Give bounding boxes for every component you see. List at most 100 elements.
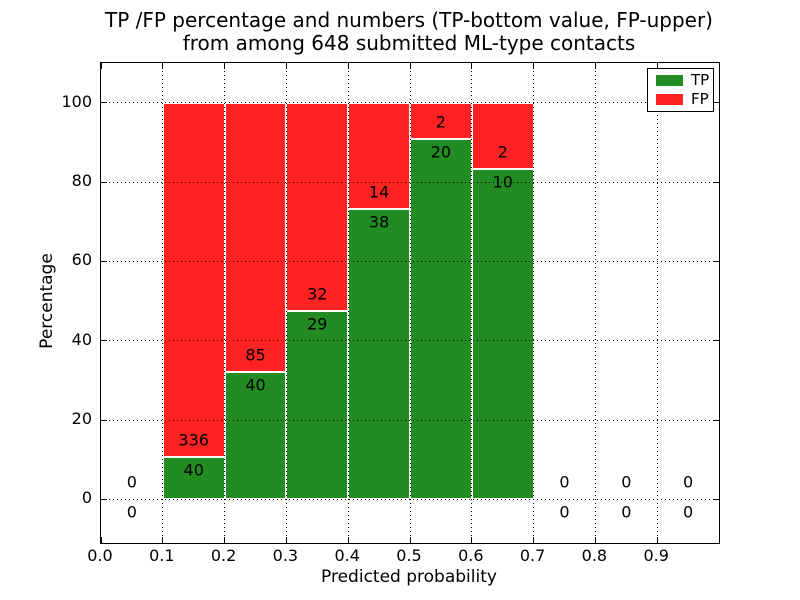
x-tick-label: 0.3 [272, 546, 299, 565]
x-tick-label: 0.6 [458, 546, 484, 565]
fp-color-swatch [656, 94, 683, 105]
y-axis-label: Percentage [37, 253, 57, 349]
x-gridline [409, 63, 411, 543]
y-tick-left [101, 181, 107, 183]
x-tick-bottom [285, 537, 287, 543]
tp-bar [162, 457, 225, 500]
tp-count-label: 0 [683, 502, 694, 522]
tp-bar [410, 138, 472, 500]
x-tick-bottom [409, 537, 411, 543]
tp-bar [348, 209, 410, 500]
y-tick-left [101, 102, 107, 104]
legend-label-fp: FP [691, 90, 709, 108]
x-tick-top [100, 63, 102, 69]
fp-bar [410, 102, 472, 139]
x-tick-top [533, 63, 535, 69]
fp-count-label: 85 [245, 345, 266, 365]
x-tick-bottom [347, 537, 349, 543]
tp-count-label: 0 [126, 502, 137, 522]
y-tick-left [101, 260, 107, 262]
x-tick-bottom [224, 537, 226, 543]
plot-area: 0 0 336 40 85 40 32 29 14 38 2 20 2 10 0 0 0 0 0 0 TP FP [100, 62, 720, 544]
x-gridline [347, 63, 349, 543]
x-gridline [224, 63, 226, 543]
tp-count-label: 40 [245, 375, 266, 395]
x-gridline [162, 63, 164, 543]
x-tick-bottom [533, 537, 535, 543]
x-tick-bottom [100, 537, 102, 543]
tp-count-label: 0 [621, 502, 632, 522]
x-tick-label: 0.7 [519, 546, 546, 565]
fp-count-label: 32 [307, 284, 328, 304]
fp-count-label: 2 [435, 112, 446, 132]
tp-color-swatch [656, 75, 683, 86]
y-tick-left [101, 498, 107, 500]
y-tick-left [101, 419, 107, 421]
y-tick-label: 40 [71, 329, 92, 349]
ticks-layer [100, 63, 719, 543]
legend-item-fp: FP [648, 92, 713, 107]
x-tick-label: 0.1 [149, 546, 175, 565]
x-tick-label: 0.8 [581, 546, 608, 565]
x-gridline [285, 63, 287, 543]
y-tick-right [713, 419, 719, 421]
x-tick-top [594, 63, 596, 69]
legend-item-tp: TP [648, 73, 713, 88]
y-tick-right [713, 498, 719, 500]
y-tick-right [713, 340, 719, 342]
x-gridline [656, 63, 658, 543]
fp-count-label: 336 [178, 430, 209, 450]
x-tick-top [471, 63, 473, 69]
chart-title-line2: from among 648 submitted ML-type contact… [182, 31, 636, 55]
tp-count-label: 0 [559, 502, 570, 522]
y-tick-label: 0 [81, 488, 92, 508]
y-tick-label: 20 [71, 409, 92, 429]
x-axis-label: Predicted probability [321, 567, 497, 587]
fp-count-label: 0 [559, 472, 570, 492]
x-tick-top [347, 63, 349, 69]
y-tick-left [101, 340, 107, 342]
y-tick-right [713, 102, 719, 104]
tp-bar [286, 310, 349, 500]
legend: TP FP [647, 68, 714, 112]
legend-label-tp: TP [691, 71, 710, 89]
x-tick-top [162, 63, 164, 69]
fp-count-label: 0 [683, 472, 694, 492]
x-tick-bottom [471, 537, 473, 543]
chart-title: TP /FP percentage and numbers (TP-bottom… [100, 9, 718, 55]
x-gridline [471, 63, 473, 543]
fp-bar [162, 102, 225, 458]
fp-count-label: 0 [126, 472, 137, 492]
x-tick-label: 0.9 [643, 546, 669, 565]
fp-bar [471, 102, 534, 169]
fp-count-label: 0 [621, 472, 632, 492]
fp-bar [224, 102, 287, 373]
x-tick-label: 0.0 [87, 546, 113, 565]
tp-count-label: 40 [183, 460, 204, 480]
x-tick-label: 0.2 [210, 546, 237, 565]
x-tick-bottom [656, 537, 658, 543]
fp-count-label: 14 [368, 182, 390, 202]
y-tick-label: 100 [61, 91, 92, 111]
x-tick-top [285, 63, 287, 69]
tp-count-label: 20 [430, 142, 452, 162]
x-tick-top [409, 63, 411, 69]
y-tick-right [713, 181, 719, 183]
x-gridline [594, 63, 596, 543]
fp-count-label: 2 [497, 142, 508, 162]
annotations-layer: 0 0 336 40 85 40 32 29 14 38 2 20 2 10 0 0 0 0 0 0 [101, 63, 719, 543]
tp-count-label: 29 [307, 314, 328, 334]
tp-count-label: 38 [368, 212, 390, 232]
fp-bar [286, 102, 349, 311]
x-tick-top [656, 63, 658, 69]
tp-bar [471, 168, 534, 500]
x-gridline [533, 63, 535, 543]
y-tick-label: 80 [71, 171, 92, 190]
x-tick-label: 0.5 [396, 546, 422, 565]
x-tick-bottom [162, 537, 164, 543]
tp-count-label: 10 [492, 172, 513, 192]
y-tick-label: 60 [71, 250, 92, 270]
chart-title-line1: TP /FP percentage and numbers (TP-bottom… [105, 8, 713, 32]
y-tick-right [713, 260, 719, 262]
